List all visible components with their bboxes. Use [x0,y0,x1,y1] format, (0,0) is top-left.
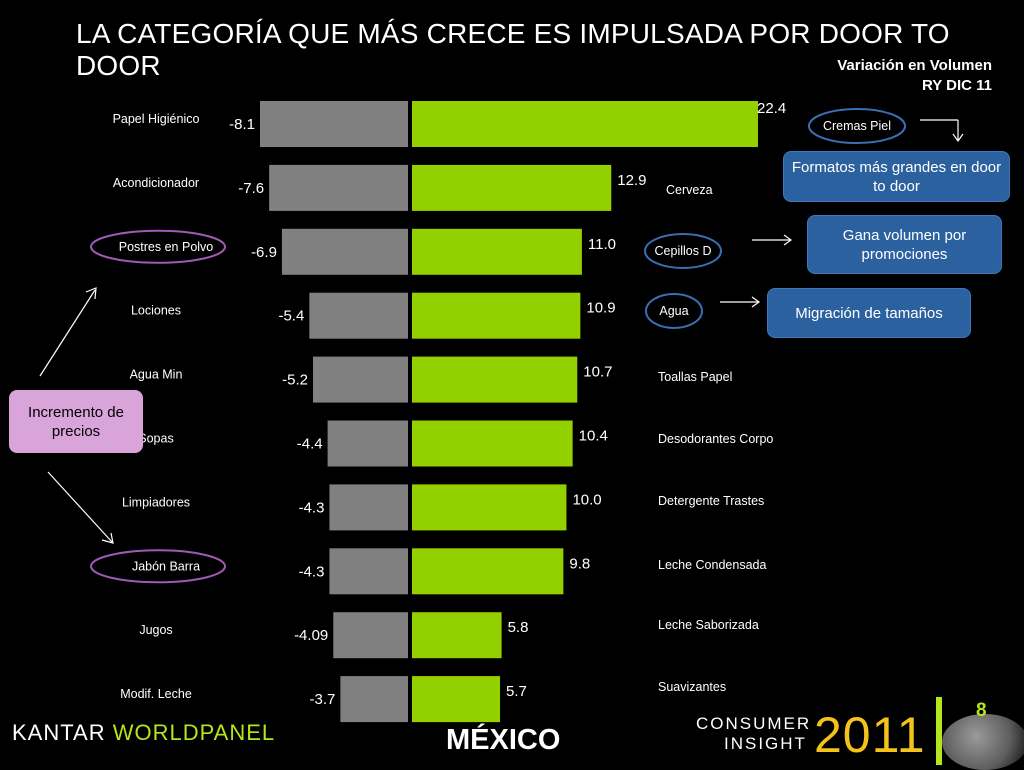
consumer-insight: CONSUMER INSIGHT [696,714,811,754]
positive-value-label: 5.8 [508,619,529,636]
negative-value-label: -4.3 [299,563,325,580]
country-label: MÉXICO [446,724,561,756]
positive-bar [412,420,573,467]
brand-worldpanel: WORLDPANEL [112,720,276,745]
negative-bar [329,548,408,595]
negative-category-label: Lociones [131,304,181,318]
arrow-head-3 [751,296,761,308]
negative-value-label: -8.1 [229,116,255,133]
negative-value-label: -6.9 [251,244,277,261]
negative-value-label: -5.2 [282,372,308,389]
positive-category-label: Cerveza [666,183,713,197]
positive-category-label: Cepillos D [655,244,712,258]
page-number: 8 [976,700,987,721]
negative-bar [333,612,408,659]
positive-bar [412,484,567,531]
arrow-head-1 [952,133,964,143]
positive-value-label: 10.4 [579,428,608,445]
negative-value-label: -7.6 [238,180,264,197]
positive-category-label: Detergente Trastes [658,494,764,508]
positive-value-label: 5.7 [506,683,527,700]
positive-value-label: 10.9 [586,300,615,317]
negative-category-label: Modif. Leche [120,687,192,701]
positive-value-label: 10.0 [572,491,601,508]
negative-bar [269,164,408,211]
positive-category-label: Leche Condensada [658,558,766,572]
positive-category-label: Agua [659,304,688,318]
arrow-head-2 [783,234,793,246]
negative-value-label: -4.4 [297,436,323,453]
highlight-ellipse [645,293,703,329]
negative-category-label: Sopas [138,432,173,446]
negative-value-label: -4.3 [299,499,325,516]
kantar-logo: KANTAR WORLDPANEL [12,720,275,746]
positive-value-label: 11.0 [588,236,616,253]
negative-bar [329,484,408,531]
positive-bar [412,164,612,211]
negative-category-label: Papel Higiénico [113,112,200,126]
connector-arrows [39,119,964,544]
subtitle-line-2: RY DIC 11 [921,77,992,94]
negative-value-label: -5.4 [278,308,304,325]
positive-category-label: Cremas Piel [823,119,891,133]
insight-text: INSIGHT [724,734,807,753]
positive-value-label: 22.4 [757,100,786,117]
negative-bar [309,292,408,339]
footer-divider [936,697,942,765]
positive-value-label: 12.9 [617,172,646,189]
positive-category-label: Toallas Papel [658,370,732,384]
arrow-head-4 [85,287,97,300]
positive-bar [412,228,582,275]
callout-formatos: Formatos más grandes en door to door [783,151,1010,202]
negative-category-label: Limpiadores [122,495,190,509]
year-label: 2011 [814,707,926,763]
chart-subtitle: Variación en Volumen RY DIC 11 [837,56,992,96]
negative-bar [340,676,408,723]
positive-category-label: Suavizantes [658,680,726,694]
brand-kantar: KANTAR [12,720,113,745]
negative-category-label: Postres en Polvo [119,240,214,254]
positive-bar [412,548,564,595]
positive-bar [412,676,501,723]
negative-category-label: Agua Min [130,368,183,382]
positive-value-label: 9.8 [569,555,590,572]
callout-migracion: Migración de tamaños [767,288,971,338]
negative-bar [312,356,408,403]
negative-category-label: Acondicionador [113,176,199,190]
positive-bar [412,356,578,403]
consumer-text: CONSUMER [696,714,812,733]
positive-bar [412,101,758,147]
highlight-ellipse [644,233,722,269]
negative-category-label: Jugos [139,623,172,637]
positive-value-label: 10.7 [583,364,612,381]
callout-incremento-precios: Incremento de precios [9,390,143,453]
highlight-ellipse [90,549,226,584]
highlight-ellipse [808,108,906,144]
subtitle-line-1: Variación en Volumen [837,57,992,74]
negative-bar [281,228,408,275]
positive-category-label: Desodorantes Corpo [658,432,773,446]
positive-bar [412,612,502,659]
negative-value-label: -3.7 [310,691,336,708]
arrow-line-5 [39,289,96,377]
callout-gana-volumen: Gana volumen por promociones [807,215,1002,274]
positive-bar [412,292,581,339]
negative-bar [327,420,408,467]
globe-icon [942,714,1024,770]
negative-category-label: Jabón Barra [132,559,200,573]
page-title: LA CATEGORÍA QUE MÁS CRECE ES IMPULSADA … [76,18,950,81]
arrow-line-6 [47,471,113,543]
positive-category-label: Leche Saborizada [658,618,759,632]
negative-value-label: -4.09 [294,627,328,644]
negative-bar [260,101,408,147]
arrow-head-5 [101,532,114,544]
highlight-ellipse [90,229,226,264]
